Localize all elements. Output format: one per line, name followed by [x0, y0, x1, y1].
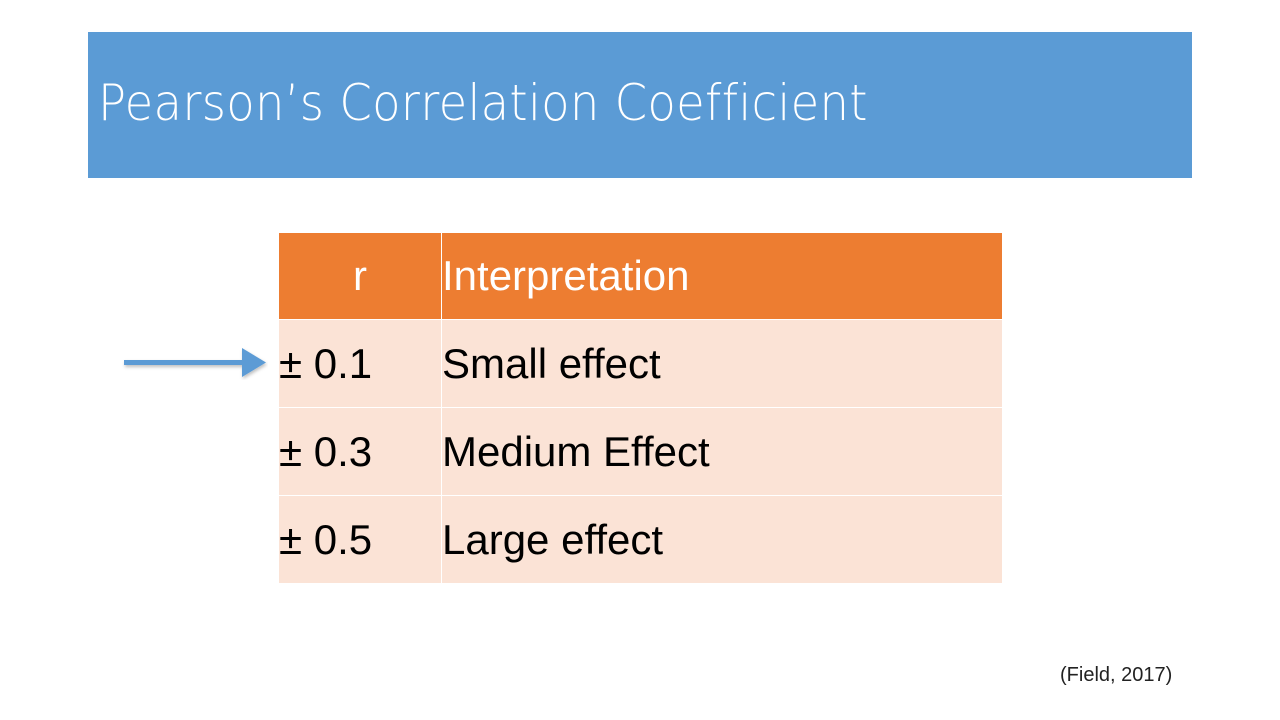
cell-r: ± 0.5: [278, 495, 442, 584]
arrow-right-icon: [124, 348, 266, 377]
table-header-row: r Interpretation: [278, 232, 1003, 320]
citation: (Field, 2017): [1060, 664, 1173, 686]
cell-r: ± 0.3: [278, 407, 442, 496]
effect-size-table: r Interpretation ± 0.1 Small effect ± 0.…: [278, 232, 1003, 584]
header-r: r: [278, 232, 442, 320]
cell-r: ± 0.1: [278, 319, 442, 408]
table-row: ± 0.3 Medium Effect: [278, 407, 1003, 496]
cell-interpretation: Medium Effect: [441, 407, 1003, 496]
slide-title: Pearson’s Correlation Coefficient: [98, 74, 868, 132]
cell-interpretation: Small effect: [441, 319, 1003, 408]
cell-interpretation: Large effect: [441, 495, 1003, 584]
header-interpretation: Interpretation: [441, 232, 1003, 320]
title-bar: Pearson’s Correlation Coefficient: [88, 32, 1192, 178]
table-row: ± 0.5 Large effect: [278, 495, 1003, 584]
table-row: ± 0.1 Small effect: [278, 319, 1003, 408]
